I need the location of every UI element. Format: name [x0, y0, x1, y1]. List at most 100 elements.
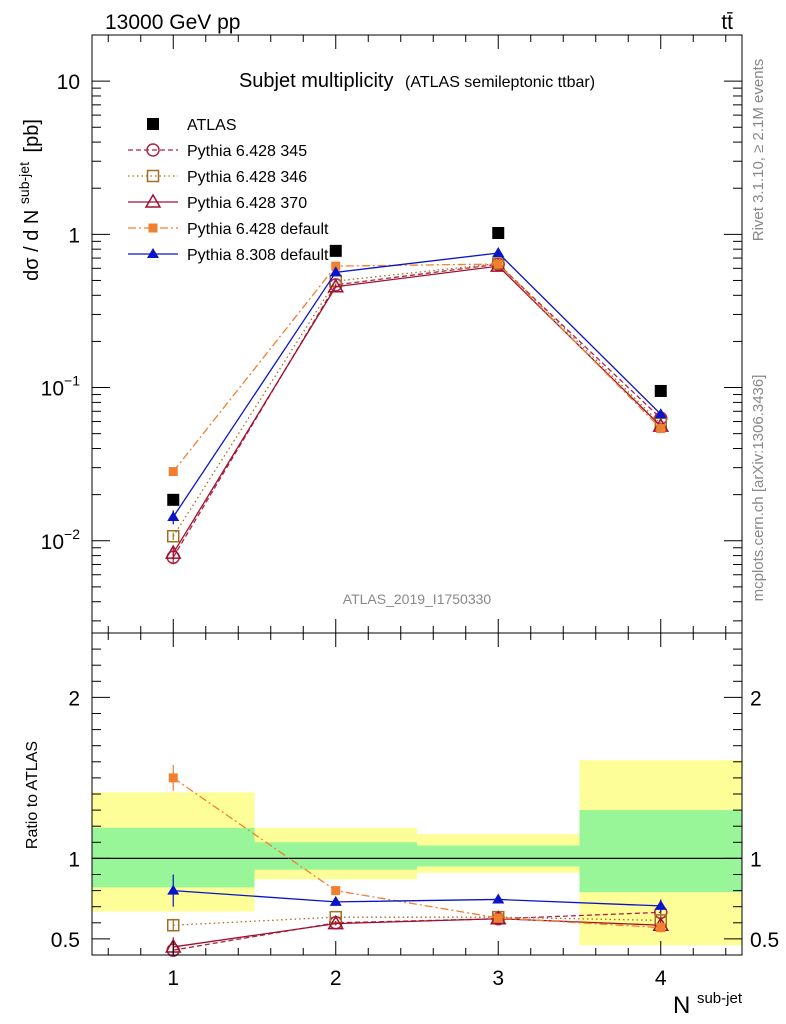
data-point [167, 510, 180, 521]
y-tick-base: 10 [57, 71, 80, 94]
x-axis-label-sup: sub-jet [697, 990, 743, 1007]
ratio-point [168, 773, 178, 783]
ratio-series-pythia-8-308-default [167, 874, 667, 913]
legend-item-pythia-6-428-346: Pythia 6.428 346 [128, 169, 307, 186]
energy-label: 13000 GeV pp [105, 11, 240, 34]
x-tick-label: 3 [492, 967, 504, 990]
ratio-point [654, 899, 667, 910]
process-label: tt̄ [721, 11, 733, 34]
legend-marker [147, 248, 159, 258]
legend-label: Pythia 6.428 345 [187, 143, 307, 160]
x-tick-label: 4 [655, 967, 667, 990]
data-point [493, 259, 503, 269]
y-tick-base: 10 [41, 531, 64, 554]
ratio-line-pythia-8-308-default [173, 889, 661, 907]
data-point [492, 227, 505, 240]
legend-label: Pythia 8.308 default [187, 247, 329, 264]
legend-item-atlas: ATLAS [147, 117, 237, 134]
uncertainty-band-inner [579, 810, 742, 893]
series-line-pythia-8-308-default [172, 252, 662, 518]
x-axis-label: N sub-jet [673, 990, 743, 1019]
chart-title-group: Subjet multiplicity (ATLAS semileptonic … [239, 70, 595, 92]
x-tick-label: 1 [167, 967, 179, 990]
series-line-pythia-6-428-370 [172, 265, 662, 554]
uncertainty-band-inner [417, 845, 580, 867]
series-pythia-6-428-346 [167, 257, 667, 543]
legend-label: ATLAS [187, 117, 237, 134]
ratio-y-tick-label-right: 0.5 [750, 929, 779, 952]
legend-item-pythia-6-428-345: Pythia 6.428 345 [128, 143, 307, 160]
series-pythia-8-308-default [167, 247, 667, 525]
legend-item-pythia-8-308-default: Pythia 8.308 default [128, 247, 329, 264]
ratio-panel: 1 2 3 4 0.5 0.5 1 1 2 2 Ratio to ATLAS N sub-jet [24, 632, 779, 1019]
ratio-series-pythia-6-428-default [168, 765, 666, 933]
analysis-id: ATLAS_2019_I1750330 [343, 591, 492, 607]
data-point [168, 467, 178, 477]
y-axis-label-main: dσ / d N sub-jet [pb] [12, 119, 43, 281]
data-point [331, 261, 341, 271]
series-line-pythia-6-428-346 [172, 262, 662, 537]
x-axis-label-text: N [673, 992, 690, 1019]
uncertainty-band-inner [254, 842, 417, 870]
data-point [329, 266, 342, 277]
ratio-point [493, 913, 503, 923]
legend: ATLAS Pythia 6.428 345 Pythia 6.428 346 Pyt… [128, 117, 329, 264]
legend-marker [146, 143, 160, 157]
ratio-y-tick-label-left: 0.5 [51, 929, 80, 952]
series-atlas [167, 227, 667, 506]
ratio-line-pythia-6-428-346 [173, 916, 661, 926]
ratio-line-pythia-6-428-370 [173, 918, 661, 948]
y-tick-exponent: −1 [64, 373, 80, 389]
rivet-label: Rivet 3.1.10, ≥ 2.1M events [750, 59, 767, 242]
data-point [167, 530, 180, 543]
series-line-pythia-6-428-345 [172, 263, 662, 558]
ratio-point [331, 886, 341, 896]
series-pythia-6-428-345 [166, 257, 668, 565]
main-plot-content [164, 227, 670, 565]
y-axis-label-text: dσ / d N [21, 210, 43, 281]
ratio-y-tick-label-left: 1 [68, 848, 80, 871]
ratio-point [492, 893, 505, 904]
legend-marker [146, 169, 160, 183]
legend-marker [148, 223, 158, 233]
ratio-point [167, 918, 180, 932]
data-point [327, 278, 345, 293]
y-tick-label: 1 [68, 224, 80, 247]
legend-label: Pythia 6.428 346 [187, 169, 307, 186]
legend-marker [144, 193, 162, 208]
data-point [167, 493, 180, 506]
legend-marker [147, 118, 159, 130]
data-point [656, 424, 666, 434]
y-axis-label-sup: sub-jet [16, 162, 32, 204]
data-point [329, 244, 342, 257]
data-point [654, 384, 667, 397]
series-pythia-6-428-370 [164, 257, 670, 560]
legend-label: Pythia 6.428 370 [187, 195, 307, 212]
legend-item-pythia-6-428-370: Pythia 6.428 370 [128, 193, 307, 212]
ratio-point [656, 923, 666, 933]
ratio-point [327, 915, 345, 930]
y-tick-label: 10 [57, 71, 80, 94]
y-tick-exponent: −2 [64, 526, 80, 542]
ratio-line-pythia-6-428-default [172, 777, 661, 929]
y-tick-label: 10−2 [41, 526, 81, 554]
ratio-axis-ticks: 1 2 3 4 0.5 0.5 1 1 2 2 [51, 633, 779, 990]
ratio-point [329, 895, 342, 906]
ratio-point [167, 884, 180, 895]
y-axis-label-unit: [pb] [21, 119, 43, 152]
chart-subtitle: (ATLAS semileptonic ttbar) [405, 74, 595, 91]
data-point [492, 247, 505, 258]
ratio-y-tick-label-right: 1 [750, 848, 762, 871]
ratio-y-tick-label-left: 2 [68, 687, 80, 710]
data-point [654, 408, 667, 419]
ratio-line-pythia-6-428-345 [173, 911, 661, 951]
y-tick-base: 10 [41, 378, 64, 401]
legend-item-pythia-6-428-default: Pythia 6.428 default [128, 221, 329, 238]
y-tick-label: 10−1 [41, 373, 81, 401]
y-tick-base: 1 [68, 224, 80, 247]
ratio-y-tick-label-right: 2 [750, 687, 762, 710]
source-label: mcplots.cern.ch [arXiv:1306.3436] [750, 375, 767, 602]
